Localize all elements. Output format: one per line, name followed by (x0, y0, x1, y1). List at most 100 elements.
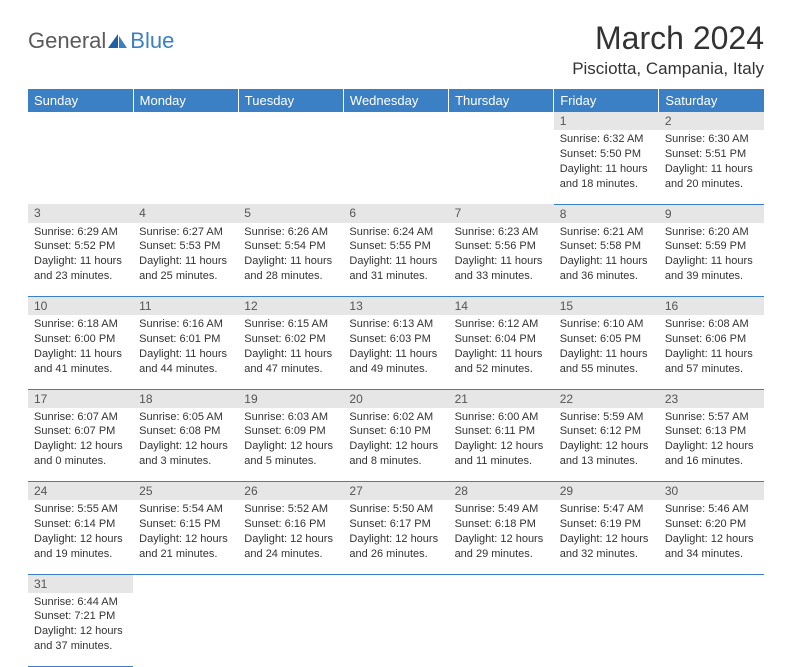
day-number-cell: 3 (28, 204, 133, 223)
day-line: Sunset: 6:16 PM (244, 517, 337, 532)
day-line: and 44 minutes. (139, 362, 232, 377)
daynum-row: 24252627282930 (28, 482, 764, 501)
day-details: Sunrise: 6:12 AMSunset: 6:04 PMDaylight:… (449, 315, 554, 380)
day-content-cell: Sunrise: 6:23 AMSunset: 5:56 PMDaylight:… (449, 223, 554, 297)
day-number-cell: 19 (238, 389, 343, 408)
day-line: Sunrise: 6:00 AM (455, 410, 548, 425)
day-number-cell: 25 (133, 482, 238, 501)
content-row: Sunrise: 6:32 AMSunset: 5:50 PMDaylight:… (28, 130, 764, 204)
day-content-cell: Sunrise: 5:52 AMSunset: 6:16 PMDaylight:… (238, 500, 343, 574)
day-details: Sunrise: 5:57 AMSunset: 6:13 PMDaylight:… (659, 408, 764, 473)
day-number-cell (343, 574, 448, 593)
day-content-cell: Sunrise: 5:47 AMSunset: 6:19 PMDaylight:… (554, 500, 659, 574)
day-number-cell (28, 112, 133, 130)
day-content-cell: Sunrise: 5:49 AMSunset: 6:18 PMDaylight:… (449, 500, 554, 574)
content-row: Sunrise: 6:07 AMSunset: 6:07 PMDaylight:… (28, 408, 764, 482)
day-line: Sunset: 6:09 PM (244, 424, 337, 439)
day-content-cell: Sunrise: 6:05 AMSunset: 6:08 PMDaylight:… (133, 408, 238, 482)
day-line: Sunset: 6:20 PM (665, 517, 758, 532)
day-number-cell: 16 (659, 297, 764, 316)
day-line: Sunset: 6:19 PM (560, 517, 653, 532)
day-line: Sunset: 6:02 PM (244, 332, 337, 347)
day-details: Sunrise: 5:46 AMSunset: 6:20 PMDaylight:… (659, 500, 764, 565)
day-content-cell: Sunrise: 6:44 AMSunset: 7:21 PMDaylight:… (28, 593, 133, 667)
day-line: and 55 minutes. (560, 362, 653, 377)
day-line: Sunrise: 6:23 AM (455, 225, 548, 240)
day-content-cell (238, 130, 343, 204)
day-details: Sunrise: 6:18 AMSunset: 6:00 PMDaylight:… (28, 315, 133, 380)
day-line: Daylight: 12 hours (244, 439, 337, 454)
day-number-cell: 22 (554, 389, 659, 408)
day-content-cell (28, 130, 133, 204)
weekday-header: Tuesday (238, 89, 343, 112)
day-line: Sunset: 6:06 PM (665, 332, 758, 347)
day-line: Sunrise: 6:05 AM (139, 410, 232, 425)
day-number-cell: 14 (449, 297, 554, 316)
day-line: Sunrise: 6:26 AM (244, 225, 337, 240)
location-subtitle: Pisciotta, Campania, Italy (572, 59, 764, 79)
day-line: and 8 minutes. (349, 454, 442, 469)
day-line: Sunrise: 6:02 AM (349, 410, 442, 425)
day-line: and 37 minutes. (34, 639, 127, 654)
day-content-cell: Sunrise: 6:21 AMSunset: 5:58 PMDaylight:… (554, 223, 659, 297)
day-number-cell: 31 (28, 574, 133, 593)
day-number-cell: 2 (659, 112, 764, 130)
day-line: and 49 minutes. (349, 362, 442, 377)
day-line: and 57 minutes. (665, 362, 758, 377)
day-number-cell: 26 (238, 482, 343, 501)
day-line: Sunset: 6:05 PM (560, 332, 653, 347)
day-line: Sunset: 5:53 PM (139, 239, 232, 254)
day-line: Daylight: 12 hours (139, 532, 232, 547)
day-number-cell: 24 (28, 482, 133, 501)
day-details: Sunrise: 6:29 AMSunset: 5:52 PMDaylight:… (28, 223, 133, 288)
day-line: Sunset: 6:00 PM (34, 332, 127, 347)
day-line: Daylight: 11 hours (455, 347, 548, 362)
day-line: Sunset: 6:11 PM (455, 424, 548, 439)
day-line: Daylight: 12 hours (34, 624, 127, 639)
day-line: Daylight: 11 hours (349, 254, 442, 269)
day-line: Sunset: 5:55 PM (349, 239, 442, 254)
day-details: Sunrise: 6:27 AMSunset: 5:53 PMDaylight:… (133, 223, 238, 288)
day-line: and 0 minutes. (34, 454, 127, 469)
day-content-cell: Sunrise: 6:03 AMSunset: 6:09 PMDaylight:… (238, 408, 343, 482)
day-line: and 25 minutes. (139, 269, 232, 284)
day-content-cell (659, 593, 764, 667)
day-line: Sunrise: 6:32 AM (560, 132, 653, 147)
day-content-cell (343, 593, 448, 667)
weekday-header: Friday (554, 89, 659, 112)
day-line: and 11 minutes. (455, 454, 548, 469)
day-details: Sunrise: 6:23 AMSunset: 5:56 PMDaylight:… (449, 223, 554, 288)
day-line: Sunset: 6:13 PM (665, 424, 758, 439)
content-row: Sunrise: 6:18 AMSunset: 6:00 PMDaylight:… (28, 315, 764, 389)
day-number-cell (449, 574, 554, 593)
day-number-cell (554, 574, 659, 593)
sail-icon (107, 32, 129, 48)
day-content-cell: Sunrise: 6:16 AMSunset: 6:01 PMDaylight:… (133, 315, 238, 389)
day-line: Sunset: 5:50 PM (560, 147, 653, 162)
day-line: Sunrise: 6:08 AM (665, 317, 758, 332)
day-line: and 20 minutes. (665, 177, 758, 192)
day-number-cell: 28 (449, 482, 554, 501)
day-details: Sunrise: 6:15 AMSunset: 6:02 PMDaylight:… (238, 315, 343, 380)
day-number-cell (659, 574, 764, 593)
day-line: and 13 minutes. (560, 454, 653, 469)
day-details: Sunrise: 5:54 AMSunset: 6:15 PMDaylight:… (133, 500, 238, 565)
day-line: and 3 minutes. (139, 454, 232, 469)
day-details: Sunrise: 6:08 AMSunset: 6:06 PMDaylight:… (659, 315, 764, 380)
day-details: Sunrise: 5:50 AMSunset: 6:17 PMDaylight:… (343, 500, 448, 565)
day-number-cell: 23 (659, 389, 764, 408)
day-content-cell (238, 593, 343, 667)
daynum-row: 17181920212223 (28, 389, 764, 408)
day-content-cell (449, 130, 554, 204)
content-row: Sunrise: 5:55 AMSunset: 6:14 PMDaylight:… (28, 500, 764, 574)
day-line: Daylight: 11 hours (349, 347, 442, 362)
day-details: Sunrise: 6:07 AMSunset: 6:07 PMDaylight:… (28, 408, 133, 473)
day-line: and 39 minutes. (665, 269, 758, 284)
day-line: Sunset: 5:51 PM (665, 147, 758, 162)
day-line: Sunrise: 6:12 AM (455, 317, 548, 332)
day-line: and 28 minutes. (244, 269, 337, 284)
day-line: Sunset: 5:54 PM (244, 239, 337, 254)
day-number-cell: 1 (554, 112, 659, 130)
day-line: Sunrise: 5:54 AM (139, 502, 232, 517)
day-line: Sunrise: 5:57 AM (665, 410, 758, 425)
